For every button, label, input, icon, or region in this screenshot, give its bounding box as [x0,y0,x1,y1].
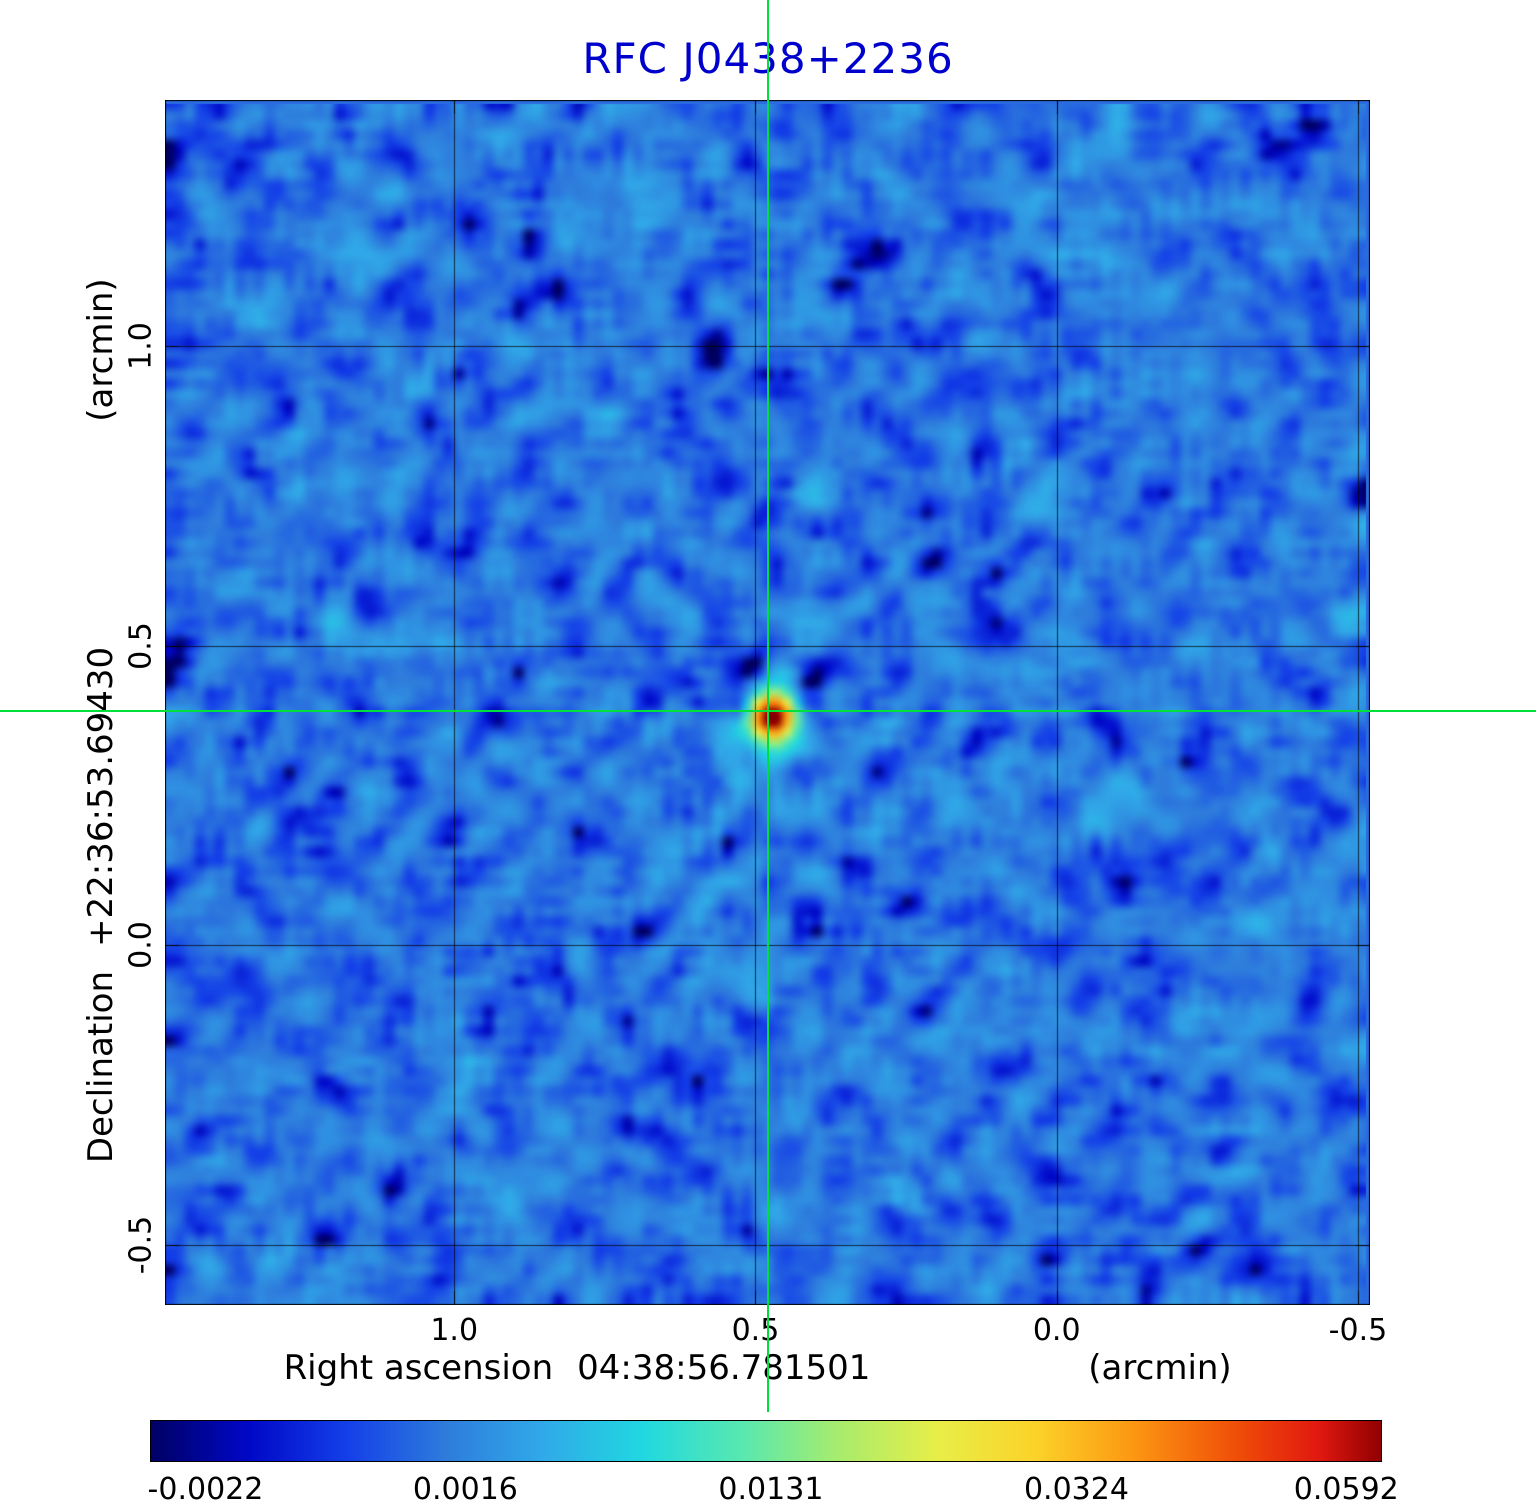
colorbar-tick-label: 0.0324 [1023,1472,1129,1507]
x-tick-label: 0.0 [1032,1313,1081,1348]
crosshair-vertical-line [766,0,769,1412]
x-axis-label: Right ascension 04:38:56.781501 [284,1348,871,1388]
x-axis-coordinate: 04:38:56.781501 [577,1348,871,1388]
y-axis-label: Declination +22:36:53.69430 [81,647,121,1163]
colorbar-tick-label: 0.0592 [1293,1472,1399,1507]
x-tick-label: 0.5 [731,1313,780,1348]
colorbar-tick-label: 0.0131 [718,1472,824,1507]
y-tick-label: 1.0 [123,321,159,370]
colorbar-tick-label: -0.0022 [147,1472,264,1507]
y-axis-name: Declination [81,970,121,1164]
x-axis-unit-label: (arcmin) [1088,1348,1232,1388]
colorbar [150,1420,1382,1462]
x-axis-name: Right ascension [283,1348,554,1388]
y-tick-label: 0.5 [123,621,159,670]
y-axis-unit-label: (arcmin) [81,278,121,422]
y-axis-coordinate: +22:36:53.69430 [81,646,121,947]
x-tick-label: 1.0 [430,1313,479,1348]
x-tick-label: -0.5 [1328,1313,1388,1348]
y-tick-label: -0.5 [123,1215,159,1275]
colorbar-tick-label: 0.0016 [412,1472,518,1507]
y-tick-label: 0.0 [123,921,159,970]
